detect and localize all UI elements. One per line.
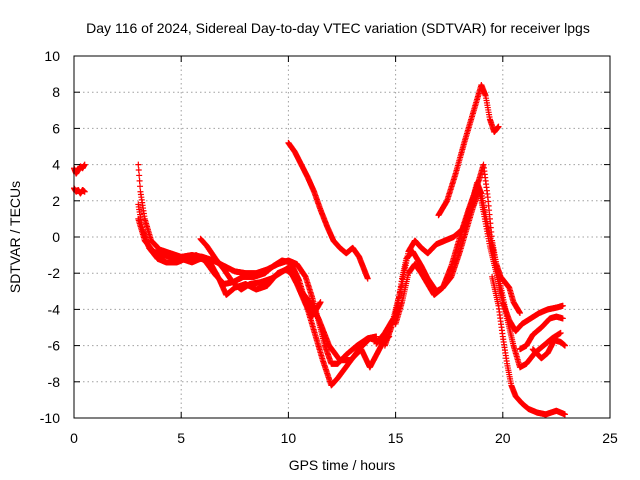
y-tick-label: -2 bbox=[48, 265, 61, 281]
data-point bbox=[81, 188, 88, 195]
data-point bbox=[364, 275, 371, 282]
x-tick-label: 25 bbox=[602, 430, 618, 446]
chart-title: Day 116 of 2024, Sidereal Day-to-day VTE… bbox=[86, 20, 590, 36]
series-sat-l bbox=[489, 273, 568, 418]
data-point bbox=[136, 172, 143, 179]
x-tick-label: 20 bbox=[495, 430, 511, 446]
series-sat-n bbox=[529, 337, 568, 362]
y-tick-label: 10 bbox=[44, 48, 60, 64]
y-tick-label: -4 bbox=[48, 301, 61, 317]
series-sat-k bbox=[435, 81, 502, 219]
series-sat-d bbox=[135, 201, 393, 389]
y-tick-label: -6 bbox=[48, 338, 61, 354]
y-tick-label: -8 bbox=[48, 374, 61, 390]
data-point bbox=[561, 411, 568, 418]
y-tick-label: 0 bbox=[52, 229, 60, 245]
x-tick-label: 10 bbox=[281, 430, 297, 446]
y-axis-label: SDTVAR / TECUs bbox=[7, 181, 23, 293]
y-tick-label: 2 bbox=[52, 193, 60, 209]
x-tick-label: 15 bbox=[388, 430, 404, 446]
data-point bbox=[135, 161, 142, 168]
y-tick-label: 8 bbox=[52, 84, 60, 100]
x-tick-label: 0 bbox=[70, 430, 78, 446]
y-tick-label: 6 bbox=[52, 120, 60, 136]
data-point bbox=[559, 302, 566, 309]
data-point bbox=[561, 342, 568, 349]
series-sat-g bbox=[285, 139, 371, 282]
y-tick-label: -10 bbox=[40, 410, 60, 426]
data-point bbox=[495, 123, 502, 130]
data-series bbox=[71, 81, 568, 418]
axis-ticks: 0 5 10 15 20 25 -10 -8 -6 -4 -2 0 2 4 6 8 10 bbox=[40, 48, 618, 446]
data-point bbox=[135, 167, 142, 174]
data-point bbox=[557, 329, 564, 336]
x-axis-label: GPS time / hours bbox=[289, 457, 396, 473]
x-tick-label: 5 bbox=[177, 430, 185, 446]
series-sat-f bbox=[197, 235, 324, 320]
y-tick-label: 4 bbox=[52, 157, 60, 173]
series-sat-m bbox=[516, 313, 566, 353]
data-point bbox=[136, 177, 143, 184]
data-point bbox=[559, 315, 566, 322]
data-point bbox=[81, 161, 88, 168]
data-point bbox=[137, 183, 144, 190]
data-point bbox=[317, 299, 324, 306]
series-sat-j bbox=[392, 179, 564, 371]
data-point bbox=[516, 310, 523, 317]
